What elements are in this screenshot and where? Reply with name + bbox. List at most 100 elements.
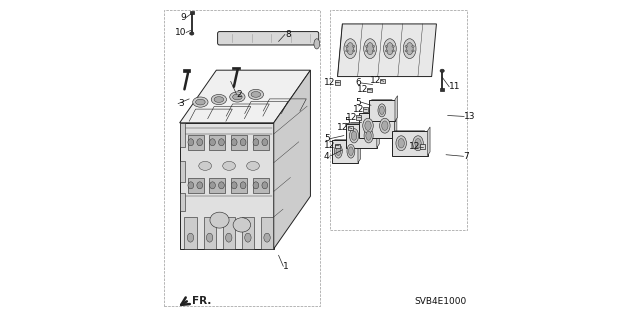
Ellipse shape	[412, 45, 414, 47]
Bar	[261, 217, 273, 249]
Ellipse shape	[246, 161, 259, 170]
Ellipse shape	[218, 182, 224, 189]
Ellipse shape	[347, 144, 355, 158]
Ellipse shape	[396, 136, 406, 151]
Ellipse shape	[214, 97, 223, 102]
Text: 5: 5	[355, 98, 361, 107]
Ellipse shape	[262, 139, 268, 146]
Ellipse shape	[251, 92, 260, 97]
Ellipse shape	[366, 131, 371, 140]
Ellipse shape	[378, 104, 386, 117]
Ellipse shape	[364, 39, 376, 59]
Bar	[335, 80, 340, 85]
Polygon shape	[428, 127, 430, 156]
Bar	[330, 10, 467, 230]
Bar	[180, 123, 186, 147]
Ellipse shape	[188, 182, 194, 189]
Text: 12: 12	[337, 123, 349, 132]
Text: FR.: FR.	[192, 296, 211, 307]
Ellipse shape	[372, 45, 375, 47]
Polygon shape	[180, 70, 310, 123]
Ellipse shape	[210, 139, 216, 146]
Polygon shape	[358, 136, 360, 163]
Ellipse shape	[211, 94, 227, 105]
Ellipse shape	[225, 233, 232, 242]
Ellipse shape	[188, 139, 194, 146]
Bar	[231, 178, 247, 193]
Polygon shape	[377, 120, 380, 148]
Bar	[182, 69, 190, 72]
Ellipse shape	[405, 45, 408, 47]
Text: 12: 12	[324, 141, 335, 150]
Ellipse shape	[197, 182, 203, 189]
Bar	[253, 178, 269, 193]
Ellipse shape	[415, 138, 421, 148]
Bar	[335, 144, 340, 148]
Ellipse shape	[210, 182, 216, 189]
Text: 12: 12	[370, 76, 381, 85]
Bar	[180, 161, 186, 182]
Ellipse shape	[387, 43, 394, 55]
Bar	[332, 140, 358, 163]
Ellipse shape	[218, 139, 224, 146]
Ellipse shape	[349, 129, 358, 143]
Ellipse shape	[372, 50, 375, 52]
Ellipse shape	[346, 45, 348, 47]
Ellipse shape	[244, 233, 251, 242]
Ellipse shape	[199, 161, 212, 170]
Bar	[253, 135, 269, 150]
Ellipse shape	[349, 147, 353, 156]
Ellipse shape	[231, 182, 237, 189]
Bar	[420, 144, 424, 149]
Text: 12: 12	[346, 113, 357, 122]
Ellipse shape	[380, 118, 390, 133]
Bar	[231, 135, 247, 150]
Text: 4: 4	[324, 152, 330, 161]
FancyBboxPatch shape	[218, 32, 319, 45]
Ellipse shape	[365, 121, 371, 130]
Ellipse shape	[385, 50, 388, 52]
Bar	[164, 10, 320, 306]
Bar	[209, 178, 225, 193]
Ellipse shape	[367, 43, 374, 55]
Text: 12: 12	[356, 85, 368, 94]
Bar	[363, 107, 368, 112]
Ellipse shape	[364, 129, 373, 143]
Ellipse shape	[207, 233, 213, 242]
Ellipse shape	[336, 147, 340, 156]
Bar	[392, 131, 428, 156]
Ellipse shape	[405, 50, 408, 52]
Text: 12: 12	[409, 142, 420, 151]
Text: 8: 8	[285, 30, 291, 39]
Ellipse shape	[385, 45, 388, 47]
Ellipse shape	[344, 39, 356, 59]
Polygon shape	[274, 70, 310, 249]
Bar	[359, 113, 394, 138]
Ellipse shape	[365, 45, 368, 47]
Text: 9: 9	[180, 13, 186, 22]
Bar	[380, 79, 385, 83]
Ellipse shape	[253, 139, 259, 146]
Ellipse shape	[233, 218, 251, 232]
Ellipse shape	[248, 89, 264, 100]
Ellipse shape	[381, 121, 388, 130]
Ellipse shape	[413, 136, 423, 151]
Ellipse shape	[230, 92, 245, 102]
Polygon shape	[337, 24, 436, 77]
Text: 13: 13	[464, 112, 476, 121]
Ellipse shape	[365, 50, 368, 52]
Ellipse shape	[363, 118, 373, 133]
Ellipse shape	[398, 138, 404, 148]
Text: 2: 2	[236, 90, 242, 99]
Bar	[188, 178, 204, 193]
Text: SVB4E1000: SVB4E1000	[414, 297, 467, 306]
Bar	[242, 217, 254, 249]
Bar	[440, 88, 444, 91]
Bar	[223, 217, 235, 249]
Text: 12: 12	[324, 78, 335, 87]
Polygon shape	[180, 123, 274, 249]
Ellipse shape	[231, 139, 237, 146]
Ellipse shape	[262, 182, 268, 189]
Text: 1: 1	[284, 262, 289, 271]
Text: 10: 10	[175, 28, 186, 37]
